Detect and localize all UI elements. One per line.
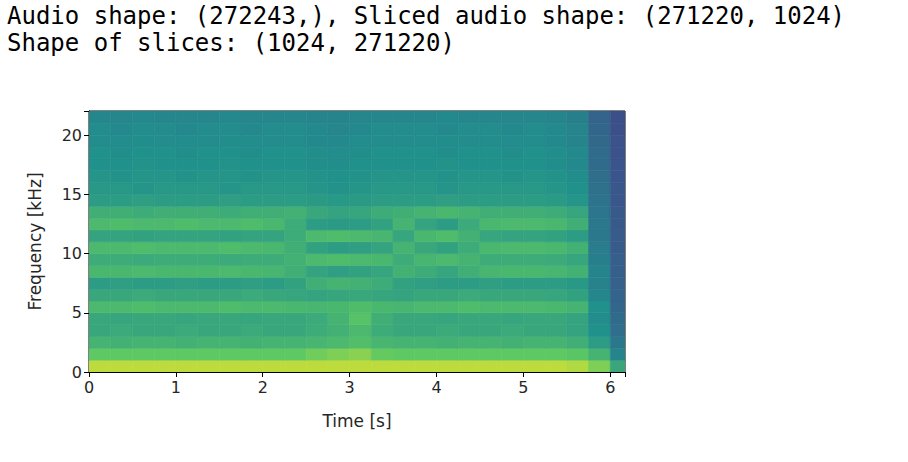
svg-text:0: 0	[84, 378, 94, 397]
svg-text:5: 5	[518, 378, 528, 397]
svg-text:20: 20	[62, 126, 82, 145]
svg-text:5: 5	[72, 303, 82, 322]
html-text:Audio shape: (272243,), Sliced: Audio shape: (272243,), Sliced audio sha…	[7, 2, 846, 30]
svg-text:1: 1	[171, 378, 181, 397]
svg-text:Frequency [kHz]: Frequency [kHz]	[25, 172, 45, 310]
svg-text:2: 2	[258, 378, 268, 397]
html-text:Shape of slices: (1024, 271220: Shape of slices: (1024, 271220)	[7, 29, 455, 57]
svg-text:Time [s]: Time [s]	[321, 411, 391, 431]
svg-text:0: 0	[72, 363, 82, 382]
svg-text:6: 6	[605, 378, 615, 397]
svg-text:10: 10	[62, 244, 82, 263]
svg-text:4: 4	[431, 378, 441, 397]
svg-text:15: 15	[62, 185, 82, 204]
svg-text:3: 3	[345, 378, 355, 397]
